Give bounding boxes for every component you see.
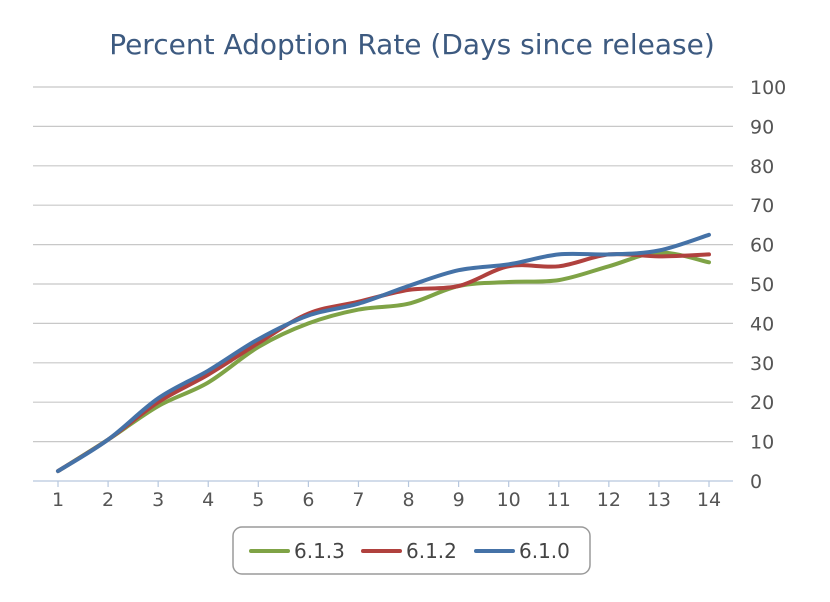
y-tick-label: 40: [750, 313, 774, 335]
x-tick-label: 10: [497, 489, 521, 511]
x-tick-label: 2: [102, 489, 114, 511]
x-tick-label: 7: [352, 489, 364, 511]
x-tick-label: 14: [697, 489, 721, 511]
x-tick-label: 6: [302, 489, 314, 511]
y-tick-label: 0: [750, 471, 762, 493]
legend-label: 6.1.3: [294, 539, 345, 563]
x-tick-label: 3: [152, 489, 164, 511]
x-tick-label: 8: [402, 489, 414, 511]
x-tick-label: 1: [52, 489, 64, 511]
x-tick-label: 13: [647, 489, 671, 511]
series-lines: [56, 232, 711, 474]
chart-title: Percent Adoption Rate (Days since releas…: [109, 28, 715, 61]
legend-label: 6.1.0: [519, 539, 570, 563]
y-tick-label: 10: [750, 432, 774, 454]
y-axis-tick-labels: 0 10 20 30 40 50 60 70 80 90 100: [750, 77, 786, 493]
y-tick-label: 30: [750, 353, 774, 375]
series-line-6-1-3[interactable]: [56, 250, 711, 474]
y-tick-label: 100: [750, 77, 786, 99]
legend-item-6-1-2[interactable]: 6.1.2: [361, 539, 457, 563]
y-tick-label: 50: [750, 274, 774, 296]
x-axis-ticks: [57, 481, 710, 487]
legend-label: 6.1.2: [406, 539, 457, 563]
legend[interactable]: 6.1.3 6.1.2 6.1.0: [232, 526, 591, 575]
x-tick-label: 11: [547, 489, 571, 511]
legend-item-6-1-3[interactable]: 6.1.3: [249, 539, 345, 563]
series-line-6-1-0[interactable]: [56, 232, 711, 474]
legend-box: [232, 526, 591, 575]
y-tick-label: 20: [750, 392, 774, 414]
x-axis-tick-labels: 1 2 3 4 5 6 7 8 9 10 11 12 13 14: [52, 489, 721, 511]
y-tick-label: 90: [750, 116, 774, 138]
grid-lines: [33, 86, 733, 443]
x-tick-label: 12: [597, 489, 621, 511]
x-tick-label: 4: [202, 489, 214, 511]
legend-item-6-1-0[interactable]: 6.1.0: [474, 539, 570, 563]
y-tick-label: 70: [750, 195, 774, 217]
y-tick-label: 60: [750, 235, 774, 257]
y-tick-label: 80: [750, 156, 774, 178]
x-tick-label: 9: [453, 489, 465, 511]
x-tick-label: 5: [252, 489, 264, 511]
